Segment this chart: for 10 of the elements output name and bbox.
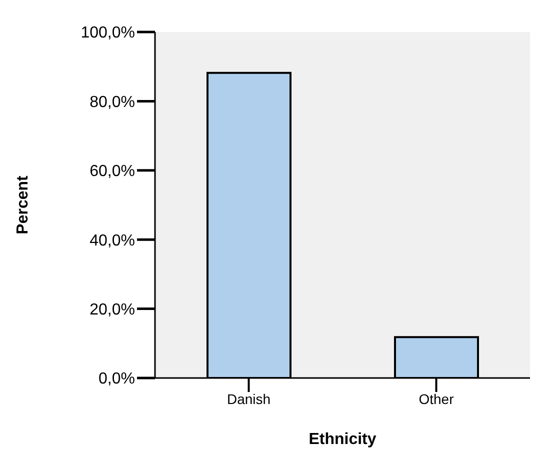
y-tick-label: 0,0% — [98, 370, 135, 388]
y-tick-label: 100,0% — [80, 24, 135, 42]
y-tick-label: 80,0% — [90, 94, 135, 111]
y-tick-label: 40,0% — [90, 232, 135, 250]
x-axis-title: Ethnicity — [308, 431, 376, 448]
x-tick-label: Danish — [226, 390, 271, 407]
y-axis-title: Percent — [14, 174, 32, 234]
y-tick-label: 20,0% — [90, 301, 135, 318]
y-tick-label: 60,0% — [90, 163, 135, 180]
x-tick-label: Other — [418, 390, 454, 407]
